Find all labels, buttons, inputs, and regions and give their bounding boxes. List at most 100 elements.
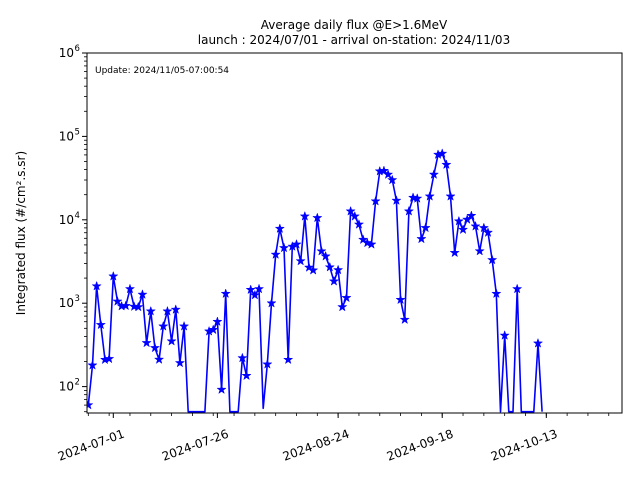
data-point-marker — [212, 316, 223, 327]
data-point-marker — [353, 218, 365, 229]
data-point-marker — [399, 314, 410, 325]
data-point-marker — [345, 205, 356, 216]
data-point-marker — [316, 245, 327, 256]
x-tick-label: 2024-07-26 — [160, 427, 230, 464]
data-point-marker — [320, 250, 331, 261]
data-point-marker — [437, 148, 448, 159]
y-tick-label-exponent: 4 — [75, 211, 80, 221]
update-annotation: Update: 2024/11/05-07:00:54 — [95, 66, 229, 76]
data-point-marker — [108, 270, 119, 281]
data-point-marker — [149, 342, 161, 353]
data-point-marker — [391, 195, 402, 206]
y-tick-label-exponent: 3 — [75, 294, 80, 304]
data-point-marker — [241, 370, 252, 381]
data-point-marker — [245, 284, 256, 295]
data-point-marker — [470, 220, 481, 231]
y-axis-major-ticks — [82, 52, 87, 388]
y-tick-label-exponent: 2 — [75, 378, 80, 388]
data-point-marker — [412, 193, 423, 203]
data-point-marker — [486, 254, 498, 265]
y-tick-label-base: 10 — [59, 296, 74, 310]
data-point-marker — [253, 283, 265, 294]
data-point-marker — [332, 264, 344, 275]
y-axis-label: Integrated flux (#/cm².s.sr) — [14, 151, 28, 315]
plot-frame — [86, 52, 623, 414]
data-point-marker — [445, 190, 456, 201]
chart-subtitle: launch : 2024/07/01 - arrival on-station… — [198, 33, 510, 47]
data-point-marker — [170, 304, 181, 315]
data-point-marker — [420, 222, 431, 233]
data-point-marker — [208, 324, 219, 335]
y-tick-label-exponent: 5 — [75, 127, 80, 137]
data-point-marker — [403, 205, 415, 216]
data-point-marker — [103, 353, 115, 364]
data-point-marker — [441, 159, 452, 170]
x-axis-major-ticks — [112, 413, 547, 418]
data-point-marker — [95, 319, 107, 330]
data-point-marker — [466, 210, 477, 221]
data-series-line — [87, 152, 543, 413]
x-tick-label: 2024-07-01 — [56, 427, 126, 464]
data-point-marker — [312, 212, 323, 223]
data-point-marker — [366, 238, 377, 249]
data-point-marker — [370, 195, 381, 206]
data-point-marker — [341, 292, 352, 303]
data-point-marker — [428, 169, 440, 179]
data-point-marker — [291, 238, 302, 249]
data-point-marker — [145, 305, 156, 316]
data-point-marker — [328, 275, 340, 286]
data-point-marker — [249, 289, 261, 300]
data-point-marker — [387, 174, 398, 185]
data-point-marker — [174, 357, 186, 368]
data-point-marker — [274, 223, 286, 234]
data-point-marker — [532, 337, 544, 348]
x-tick-label: 2024-10-13 — [489, 427, 559, 464]
y-tick-label-base: 10 — [59, 380, 74, 394]
data-point-marker — [91, 280, 102, 291]
data-point-marker — [478, 222, 490, 233]
data-point-marker — [282, 354, 294, 365]
x-tick-label: 2024-08-24 — [281, 427, 351, 464]
data-point-marker — [378, 165, 390, 176]
data-point-marker — [124, 283, 136, 294]
y-tick-label-base: 10 — [59, 129, 74, 143]
data-point-marker — [324, 261, 336, 272]
data-point-marker — [178, 320, 190, 331]
x-tick-label: 2024-09-18 — [385, 427, 455, 464]
data-point-marker — [511, 283, 523, 294]
data-point-marker — [112, 295, 123, 306]
data-point-marker — [133, 301, 144, 312]
data-point-marker — [237, 352, 248, 363]
y-tick-label-base: 10 — [59, 213, 74, 227]
data-point-marker — [266, 297, 277, 308]
data-point-marker — [158, 320, 169, 331]
data-point-marker — [474, 245, 485, 256]
data-point-marker — [395, 294, 406, 305]
y-tick-label-exponent: 6 — [75, 44, 80, 54]
data-point-marker — [166, 335, 177, 346]
data-point-marker — [482, 227, 494, 238]
data-point-marker — [270, 249, 281, 259]
data-point-marker — [162, 305, 173, 316]
data-point-marker — [87, 359, 98, 370]
data-point-marker — [216, 384, 227, 395]
data-point-marker — [382, 169, 394, 179]
data-point-marker — [307, 264, 319, 275]
data-point-marker — [499, 330, 510, 340]
chart-title: Average daily flux @E>1.6MeV — [261, 18, 448, 32]
data-point-marker — [337, 301, 348, 312]
data-point-marker — [295, 255, 306, 266]
data-point-marker — [120, 300, 131, 311]
data-point-marker — [299, 210, 311, 221]
x-axis-tick-labels: 2024-07-01 2024-07-26 2024-08-24 2024-09-18… — [56, 427, 559, 464]
data-point-marker — [141, 337, 152, 348]
data-point-marker — [416, 233, 427, 244]
data-point-marker — [220, 288, 231, 299]
data-point-marker — [278, 242, 290, 253]
data-point-marker — [153, 354, 165, 364]
data-point-marker — [424, 190, 435, 201]
data-point-marker — [87, 399, 94, 410]
